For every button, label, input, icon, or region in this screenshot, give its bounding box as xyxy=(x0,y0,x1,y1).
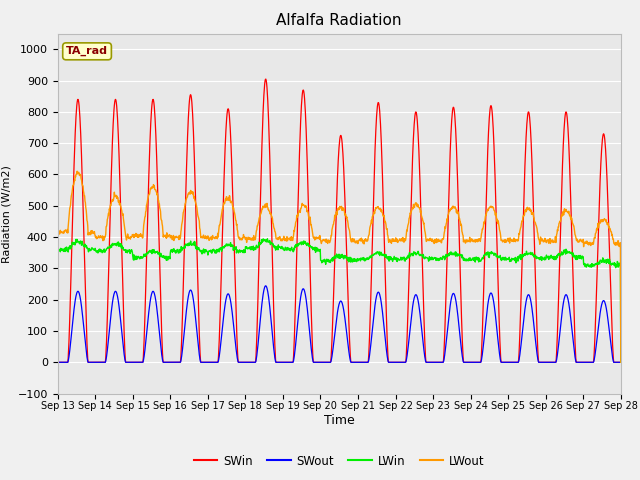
SWout xyxy=(179,343,187,349)
LWin xyxy=(264,236,271,241)
SWout xyxy=(550,360,558,365)
SWout xyxy=(262,283,269,288)
LWout xyxy=(166,232,173,238)
LWin xyxy=(427,256,435,262)
Title: Alfalfa Radiation: Alfalfa Radiation xyxy=(276,13,402,28)
Y-axis label: Radiation (W/m2): Radiation (W/m2) xyxy=(2,165,12,263)
SWin xyxy=(550,360,558,365)
Legend: SWin, SWout, LWin, LWout: SWin, SWout, LWin, LWout xyxy=(189,450,490,472)
LWout xyxy=(617,360,625,365)
SWin xyxy=(242,360,250,365)
SWin xyxy=(165,360,173,365)
X-axis label: Time: Time xyxy=(324,414,355,427)
SWout xyxy=(617,360,625,365)
LWin xyxy=(617,360,625,365)
LWout xyxy=(54,230,61,236)
SWin xyxy=(179,300,187,306)
LWout xyxy=(243,235,250,240)
SWin xyxy=(500,360,508,365)
SWout xyxy=(500,360,508,365)
SWin xyxy=(54,360,61,365)
Line: LWout: LWout xyxy=(58,171,621,362)
LWin xyxy=(179,245,187,251)
Text: TA_rad: TA_rad xyxy=(66,46,108,57)
LWin xyxy=(165,255,173,261)
SWin xyxy=(262,76,269,82)
LWout xyxy=(550,239,558,244)
LWin xyxy=(54,245,61,251)
SWout xyxy=(54,360,61,365)
Line: SWout: SWout xyxy=(58,286,621,362)
LWout xyxy=(500,240,508,245)
LWin xyxy=(242,244,250,250)
SWin xyxy=(617,360,625,365)
LWin xyxy=(500,255,508,261)
Line: SWin: SWin xyxy=(58,79,621,362)
Line: LWin: LWin xyxy=(58,239,621,362)
LWin xyxy=(550,253,558,259)
SWin xyxy=(427,360,435,365)
SWout xyxy=(165,360,173,365)
LWout xyxy=(179,210,187,216)
SWout xyxy=(427,360,435,365)
LWout xyxy=(74,168,81,174)
LWout xyxy=(427,238,435,243)
SWout xyxy=(242,360,250,365)
